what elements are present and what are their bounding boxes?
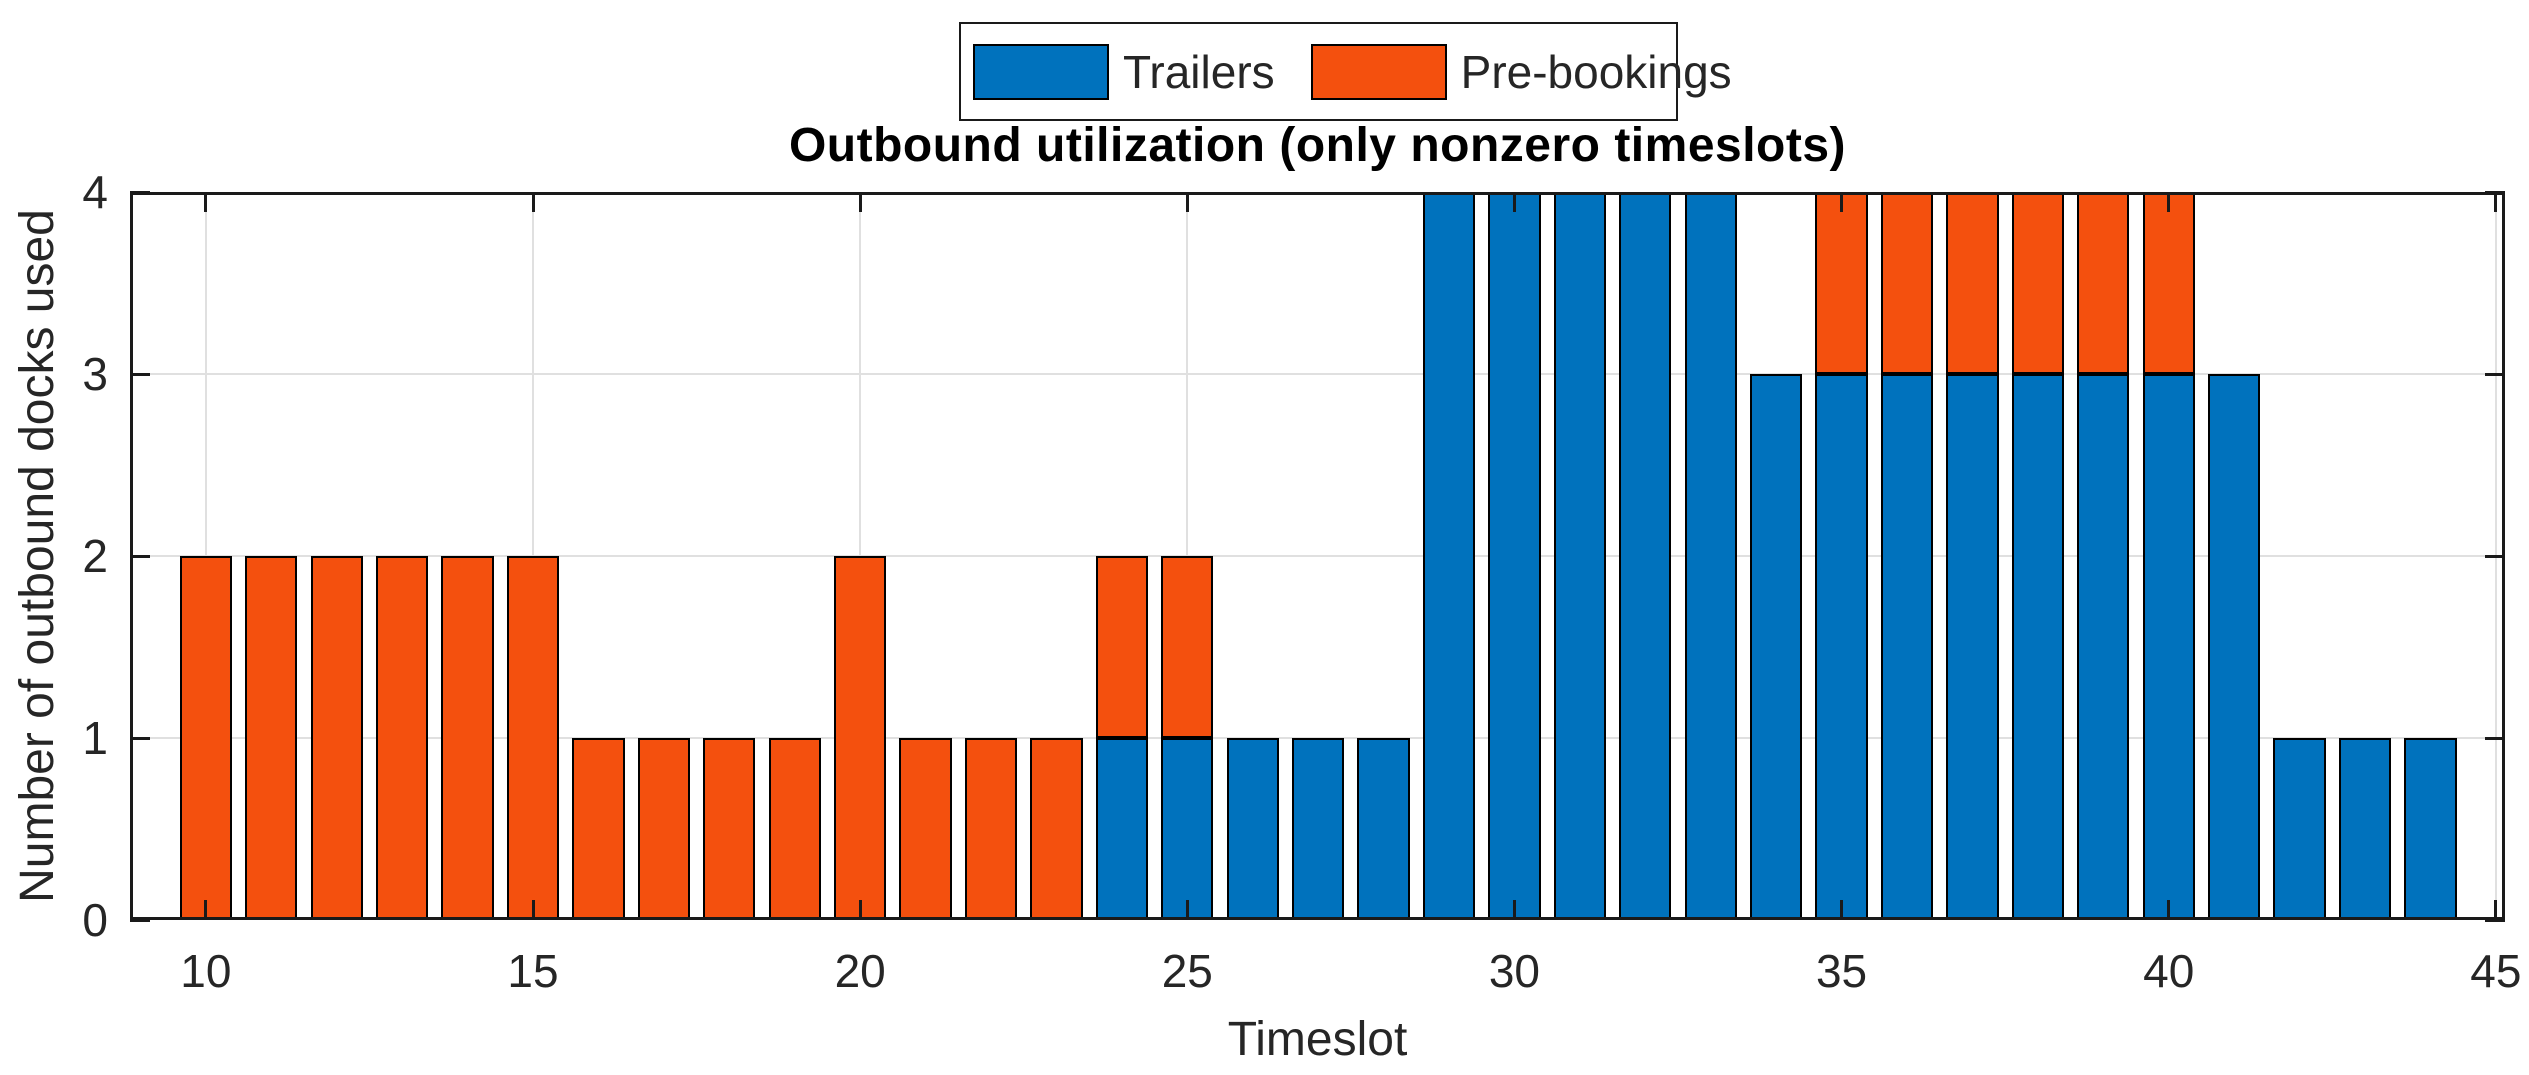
bar-segment-pre-bookings-t37 — [1946, 192, 1999, 374]
bar-segment-pre-bookings-t25 — [1161, 556, 1214, 738]
tick-x-20-top — [858, 192, 862, 212]
tick-y-3-left — [130, 372, 150, 376]
bar-segment-trailers-t26 — [1226, 738, 1279, 920]
legend-item-pre-bookings: Pre-bookings — [1310, 43, 1742, 100]
bar-segment-trailers-t39 — [2077, 374, 2130, 920]
x-tick-label-35: 35 — [1815, 945, 1868, 997]
tick-x-40-bottom — [2167, 900, 2171, 920]
pre-bookings-legend-label: Pre-bookings — [1460, 45, 1732, 98]
bar-segment-pre-bookings-t14 — [441, 556, 494, 920]
bar-segment-pre-bookings-t38 — [2011, 192, 2064, 374]
bar-segment-trailers-t25 — [1161, 738, 1214, 920]
tick-x-10-top — [204, 192, 208, 212]
bar-segment-trailers-t24 — [1095, 738, 1149, 920]
bar-segment-pre-bookings-t19 — [768, 738, 821, 920]
y-tick-label-0: 0 — [82, 894, 108, 946]
y-tick-label-2: 2 — [82, 530, 108, 582]
gridline-y-3 — [130, 373, 2505, 375]
bar-segment-pre-bookings-t13 — [376, 556, 429, 920]
bar-segment-pre-bookings-t21 — [899, 738, 952, 920]
legend-item-trailers: Trailers — [973, 43, 1311, 100]
bar-segment-pre-bookings-t16 — [572, 738, 625, 920]
bar-segment-pre-bookings-t15 — [506, 556, 560, 920]
tick-x-30-top — [1512, 192, 1516, 212]
tick-x-20-bottom — [858, 900, 862, 920]
tick-x-30-bottom — [1512, 900, 1516, 920]
bar-segment-trailers-t42 — [2273, 738, 2326, 920]
x-axis-label: Timeslot — [1227, 1013, 1408, 1066]
bar-segment-pre-bookings-t40 — [2142, 192, 2195, 374]
x-tick-label-30: 30 — [1488, 945, 1540, 997]
bar-segment-pre-bookings-t22 — [964, 738, 1018, 920]
x-tick-label-25: 25 — [1161, 945, 1213, 997]
bar-segment-pre-bookings-t24 — [1095, 556, 1149, 738]
bar-segment-trailers-t33 — [1684, 192, 1737, 920]
bar-segment-pre-bookings-t23 — [1030, 738, 1083, 920]
bar-segment-trailers-t36 — [1880, 374, 1934, 920]
chart-title: Outbound utilization (only nonzero times… — [788, 119, 1847, 172]
bar-segment-pre-bookings-t12 — [310, 556, 363, 920]
tick-x-45-bottom — [2494, 900, 2498, 920]
bar-segment-trailers-t31 — [1553, 192, 1607, 920]
x-tick-label-20: 20 — [834, 945, 886, 997]
bar-segment-trailers-t38 — [2011, 374, 2064, 920]
x-tick-label-10: 10 — [180, 945, 232, 997]
tick-x-45-top — [2494, 192, 2498, 212]
bar-segment-trailers-t28 — [1357, 738, 1410, 920]
bar-segment-trailers-t37 — [1946, 374, 1999, 920]
bar-segment-trailers-t34 — [1749, 374, 1803, 920]
plot-area: 10 15 20 25 30 35 40 45 0 1 2 3 4 — [82, 166, 2521, 997]
gridline-y-2 — [130, 555, 2505, 557]
bar-segment-trailers-t43 — [2338, 738, 2392, 920]
tick-y-3-right — [2485, 372, 2505, 376]
tick-y-4-right — [2485, 190, 2505, 194]
tick-y-2-right — [2485, 554, 2505, 558]
bar-segment-pre-bookings-t36 — [1880, 192, 1934, 374]
tick-x-35-top — [1840, 192, 1844, 212]
tick-x-25-top — [1185, 192, 1189, 212]
tick-y-0-right — [2485, 918, 2505, 922]
bar-segment-trailers-t44 — [2404, 738, 2457, 920]
tick-y-1-left — [130, 736, 150, 740]
pre-bookings-swatch — [1310, 43, 1447, 100]
bar-segment-pre-bookings-t18 — [703, 738, 756, 920]
tick-x-35-bottom — [1840, 900, 1844, 920]
x-tick-label-45: 45 — [2470, 945, 2522, 997]
tick-x-40-top — [2167, 192, 2171, 212]
bar-segment-trailers-t29 — [1422, 192, 1476, 920]
tick-x-15-top — [531, 192, 535, 212]
trailers-legend-label: Trailers — [1123, 45, 1275, 98]
bar-segment-trailers-t40 — [2142, 374, 2195, 920]
bar-segment-trailers-t32 — [1619, 192, 1672, 920]
tick-y-0-left — [130, 918, 150, 922]
bar-segment-pre-bookings-t20 — [833, 556, 887, 920]
y-tick-label-1: 1 — [82, 712, 108, 764]
y-tick-label-4: 4 — [82, 166, 108, 218]
y-axis-label: Number of outbound docks used — [11, 209, 64, 903]
tick-y-2-left — [130, 554, 150, 558]
x-tick-label-40: 40 — [2143, 945, 2195, 997]
tick-y-4-left — [130, 190, 150, 194]
bar-segment-pre-bookings-t35 — [1815, 192, 1868, 374]
bar-segment-pre-bookings-t10 — [179, 556, 233, 920]
bar-segment-pre-bookings-t11 — [245, 556, 298, 920]
bar-segment-trailers-t41 — [2207, 374, 2261, 920]
bar-segment-trailers-t35 — [1815, 374, 1868, 920]
bar-segment-trailers-t30 — [1488, 192, 1541, 920]
tick-x-10-bottom — [204, 900, 208, 920]
tick-x-15-bottom — [531, 900, 535, 920]
y-tick-label-3: 3 — [82, 348, 108, 400]
legend: Trailers Pre-bookings — [959, 22, 1732, 121]
tick-x-25-bottom — [1185, 900, 1189, 920]
x-tick-label-15: 15 — [507, 945, 559, 997]
bar-segment-pre-bookings-t17 — [637, 738, 691, 920]
bar-segment-trailers-t27 — [1291, 738, 1345, 920]
bar-segment-pre-bookings-t39 — [2077, 192, 2130, 374]
tick-y-1-right — [2485, 736, 2505, 740]
trailers-swatch — [973, 43, 1109, 100]
